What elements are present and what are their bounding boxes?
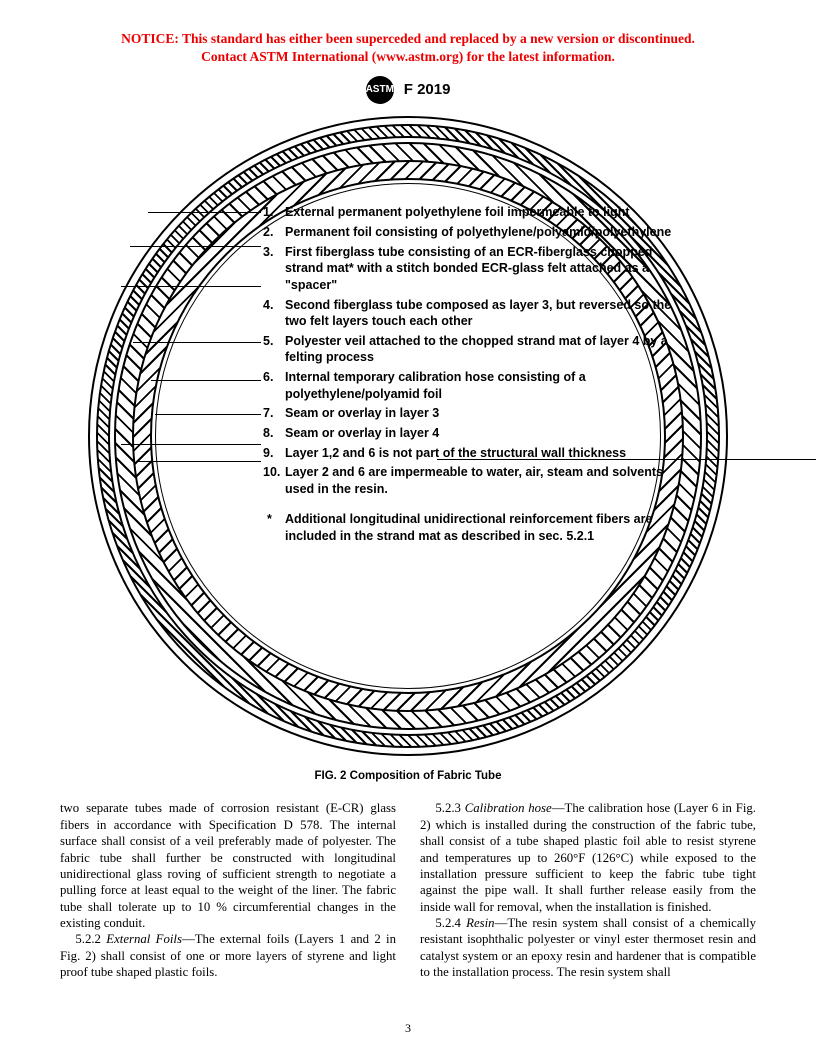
leader-7	[121, 444, 261, 445]
leader-8	[136, 461, 261, 462]
legend-item-4: Second fiberglass tube composed as layer…	[263, 297, 673, 330]
sec-5-2-3-title: Calibration hose	[465, 801, 552, 815]
legend-list: External permanent polyethylene foil imp…	[263, 204, 673, 497]
legend-item-7: Seam or overlay in layer 3	[263, 405, 673, 422]
leader-1	[148, 212, 261, 213]
legend-item-2: Permanent foil consisting of polyethylen…	[263, 224, 673, 241]
figure-2: External permanent polyethylene foil imp…	[88, 116, 728, 756]
astm-logo: ASTM	[366, 76, 394, 104]
legend-item-5: Polyester veil attached to the chopped s…	[263, 333, 673, 366]
sec-5-2-3-text: —The calibration hose (Layer 6 in Fig. 2…	[420, 801, 756, 913]
designation-number: F 2019	[404, 81, 451, 98]
notice-line2: Contact ASTM International (www.astm.org…	[201, 49, 615, 64]
sec-5-2-2: 5.2.2	[75, 932, 101, 946]
leader-6	[155, 414, 261, 415]
para-continuation: two separate tubes made of corrosion res…	[60, 800, 396, 931]
sec-5-2-4-title: Resin	[466, 916, 494, 930]
para-5-2-2: 5.2.2 External Foils—The external foils …	[60, 931, 396, 980]
page-number: 3	[0, 1021, 816, 1036]
para-5-2-3: 5.2.3 Calibration hose—The calibration h…	[420, 800, 756, 915]
legend-item-8: Seam or overlay in layer 4	[263, 425, 673, 442]
para-5-2-4: 5.2.4 Resin—The resin system shall consi…	[420, 915, 756, 981]
legend-item-1: External permanent polyethylene foil imp…	[263, 204, 673, 221]
legend-asterisk-note: Additional longitudinal unidirectional r…	[263, 511, 673, 544]
notice-line1: NOTICE: This standard has either been su…	[121, 31, 695, 46]
leader-2	[130, 246, 261, 247]
leader-3	[121, 286, 261, 287]
figure-caption: FIG. 2 Composition of Fabric Tube	[60, 770, 756, 782]
tube-cross-section-diagram: External permanent polyethylene foil imp…	[88, 116, 728, 756]
notice-banner: NOTICE: This standard has either been su…	[60, 30, 756, 66]
legend-item-6: Internal temporary calibration hose cons…	[263, 369, 673, 402]
sec-5-2-2-title: External Foils	[106, 932, 182, 946]
legend-item-10: Layer 2 and 6 are impermeable to water, …	[263, 464, 673, 497]
sec-5-2-4: 5.2.4	[435, 916, 461, 930]
standard-header: ASTM F 2019	[60, 76, 756, 104]
figure-legend: External permanent polyethylene foil imp…	[263, 204, 673, 544]
sec-5-2-3: 5.2.3	[435, 801, 461, 815]
body-text-columns: two separate tubes made of corrosion res…	[60, 800, 756, 980]
leader-4	[133, 342, 261, 343]
leader-8-right	[437, 459, 816, 460]
legend-item-3: First fiberglass tube consisting of an E…	[263, 244, 673, 294]
leader-5	[151, 380, 261, 381]
